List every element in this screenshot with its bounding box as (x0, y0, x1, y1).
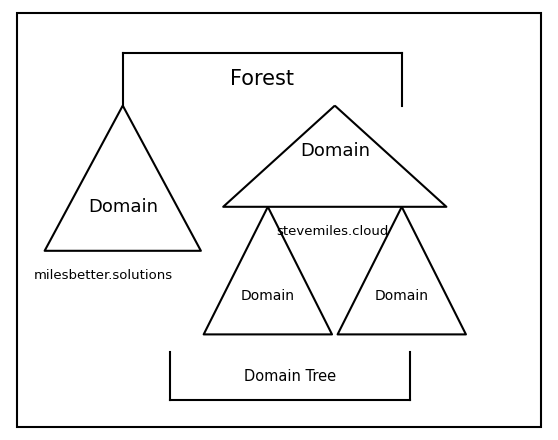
Text: stevemiles.cloud: stevemiles.cloud (276, 224, 388, 238)
Text: Domain: Domain (88, 198, 158, 216)
Text: Domain: Domain (375, 289, 429, 303)
Text: Domain Tree: Domain Tree (244, 369, 336, 384)
Text: Domain: Domain (300, 142, 370, 160)
Text: Forest: Forest (230, 69, 294, 89)
Text: milesbetter.solutions: milesbetter.solutions (33, 268, 173, 282)
Text: Domain: Domain (241, 289, 295, 303)
